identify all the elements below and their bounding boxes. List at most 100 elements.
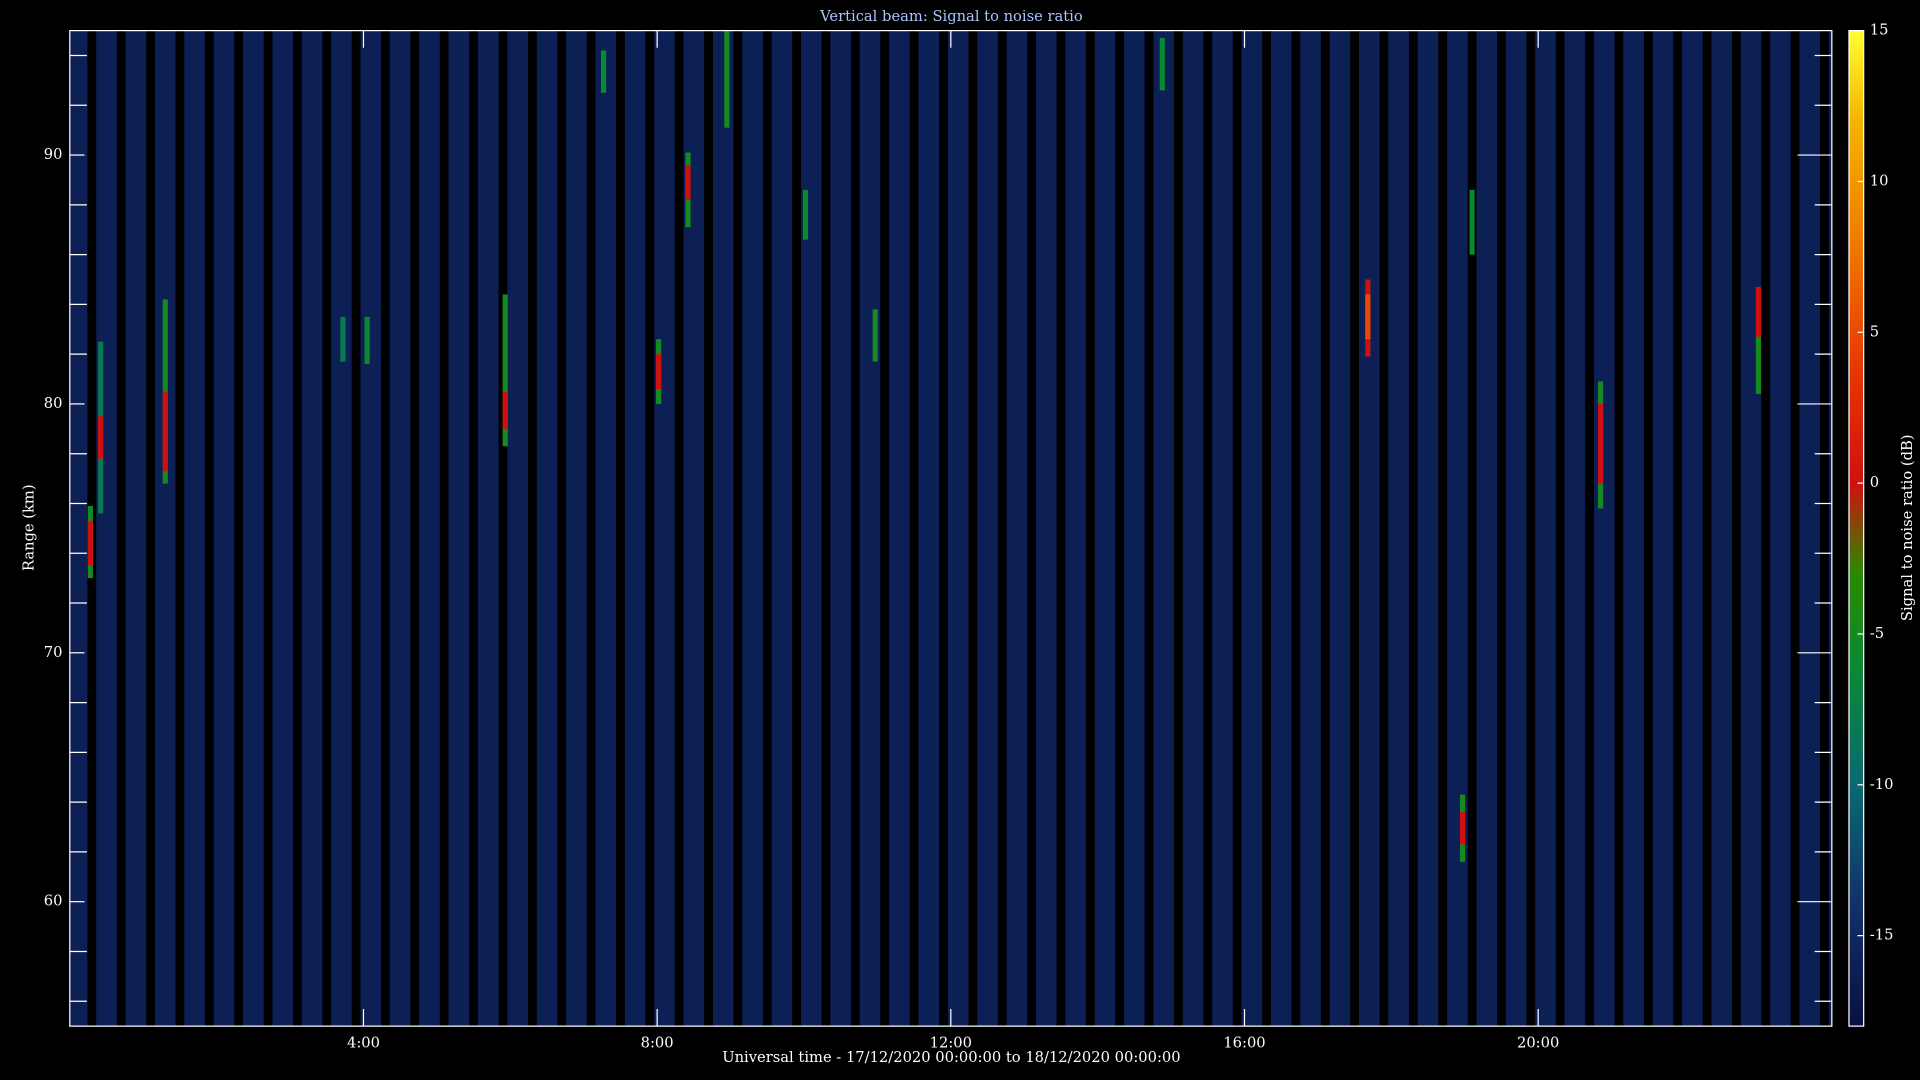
data-gap	[146, 30, 155, 1027]
data-gap	[1115, 30, 1125, 1027]
x-tick-label: 12:00	[930, 1034, 972, 1051]
data-gap	[762, 30, 772, 1027]
colorbar-tick-label: 5	[1870, 323, 1879, 340]
data-gap	[997, 30, 1007, 1027]
data-gap	[792, 30, 802, 1027]
data-gap	[1262, 30, 1271, 1027]
data-gap	[821, 30, 831, 1027]
x-tick-label: 16:00	[1223, 1034, 1265, 1051]
data-gap	[1673, 30, 1683, 1027]
data-gap	[116, 30, 126, 1027]
colorbar-tick-label: -5	[1870, 625, 1884, 642]
data-gap	[1761, 30, 1771, 1027]
heatmap-cell	[1755, 286, 1761, 337]
heatmap-cell	[1755, 286, 1761, 394]
data-gap	[498, 30, 508, 1027]
data-gap	[1350, 30, 1360, 1027]
heatmap-cell	[656, 354, 662, 389]
heatmap-background	[69, 30, 1832, 1027]
colorbar-tick-label: 10	[1870, 172, 1889, 189]
data-gap	[939, 30, 948, 1027]
data-gap	[1702, 30, 1712, 1027]
heatmap-cell	[1597, 403, 1604, 484]
heatmap-cell	[502, 391, 508, 429]
data-gap	[1379, 30, 1389, 1027]
colorbar-label: Signal to noise ratio (dB)	[1899, 434, 1916, 621]
y-tick-label: 70	[44, 644, 63, 661]
x-axis-label: Universal time - 17/12/2020 00:00:00 to …	[722, 1049, 1180, 1066]
y-axis-label: Range (km)	[20, 484, 37, 571]
y-tick-label: 60	[44, 893, 63, 910]
heatmap-cell	[724, 30, 730, 128]
data-gap	[1585, 30, 1594, 1027]
heatmap-cell	[98, 416, 104, 459]
heatmap-cell	[872, 309, 878, 362]
heatmap-cell	[1469, 189, 1475, 255]
data-gap	[527, 30, 537, 1027]
data-gap	[1614, 30, 1624, 1027]
data-gap	[1085, 30, 1095, 1027]
heatmap-cell	[1365, 294, 1371, 340]
x-tick-label: 4:00	[347, 1034, 380, 1051]
data-gap	[1643, 30, 1653, 1027]
heatmap-cell	[87, 520, 93, 566]
data-gap	[175, 30, 185, 1027]
data-gap	[1056, 30, 1066, 1027]
data-gap	[1555, 30, 1565, 1027]
data-gap	[1232, 30, 1242, 1027]
data-gap	[616, 30, 625, 1027]
heatmap-cell	[600, 50, 607, 93]
data-gap	[557, 30, 567, 1027]
data-gap	[1320, 30, 1330, 1027]
data-gap	[733, 30, 743, 1027]
data-gap	[1203, 30, 1213, 1027]
data-gap	[469, 30, 479, 1027]
data-gap	[1027, 30, 1036, 1027]
data-gap	[1438, 30, 1448, 1027]
data-gap	[1790, 30, 1800, 1027]
data-gap	[410, 30, 420, 1027]
data-gap	[351, 30, 361, 1027]
data-gap	[674, 30, 684, 1027]
heatmap-cell	[364, 316, 370, 365]
heatmap-cell	[685, 165, 691, 200]
heatmap-cell	[162, 391, 168, 472]
data-gap	[204, 30, 214, 1027]
data-gap	[1408, 30, 1418, 1027]
data-gap	[1291, 30, 1301, 1027]
data-gap	[1144, 30, 1154, 1027]
y-tick-label: 90	[44, 146, 63, 163]
data-gap	[234, 30, 244, 1027]
heatmap-cell	[502, 294, 508, 447]
heatmap-cell	[1159, 38, 1165, 91]
data-gap	[880, 30, 890, 1027]
data-gap	[322, 30, 332, 1027]
data-gap	[263, 30, 273, 1027]
colorbar-tick-label: 15	[1870, 22, 1889, 39]
data-gap	[1497, 30, 1506, 1027]
data-gap	[704, 30, 713, 1027]
colorbar-tick-label: -10	[1870, 776, 1894, 793]
x-tick-label: 8:00	[641, 1034, 674, 1051]
data-gap	[292, 30, 302, 1027]
y-tick-label: 80	[44, 395, 63, 412]
data-gap	[909, 30, 919, 1027]
data-gap	[1467, 30, 1477, 1027]
heatmap-cell	[340, 316, 346, 362]
data-gap	[1820, 30, 1829, 1027]
data-gap	[381, 30, 390, 1027]
data-gap	[1174, 30, 1183, 1027]
colorbar	[1848, 30, 1865, 1027]
data-gap	[645, 30, 655, 1027]
data-gap	[850, 30, 860, 1027]
data-gap	[1526, 30, 1536, 1027]
data-gap	[439, 30, 449, 1027]
colorbar-tick-label: -15	[1870, 927, 1894, 944]
chart-title: Vertical beam: Signal to noise ratio	[819, 8, 1083, 25]
data-gap	[1731, 30, 1741, 1027]
data-gap	[968, 30, 978, 1027]
x-tick-label: 20:00	[1517, 1034, 1559, 1051]
heatmap-cell	[802, 189, 809, 240]
